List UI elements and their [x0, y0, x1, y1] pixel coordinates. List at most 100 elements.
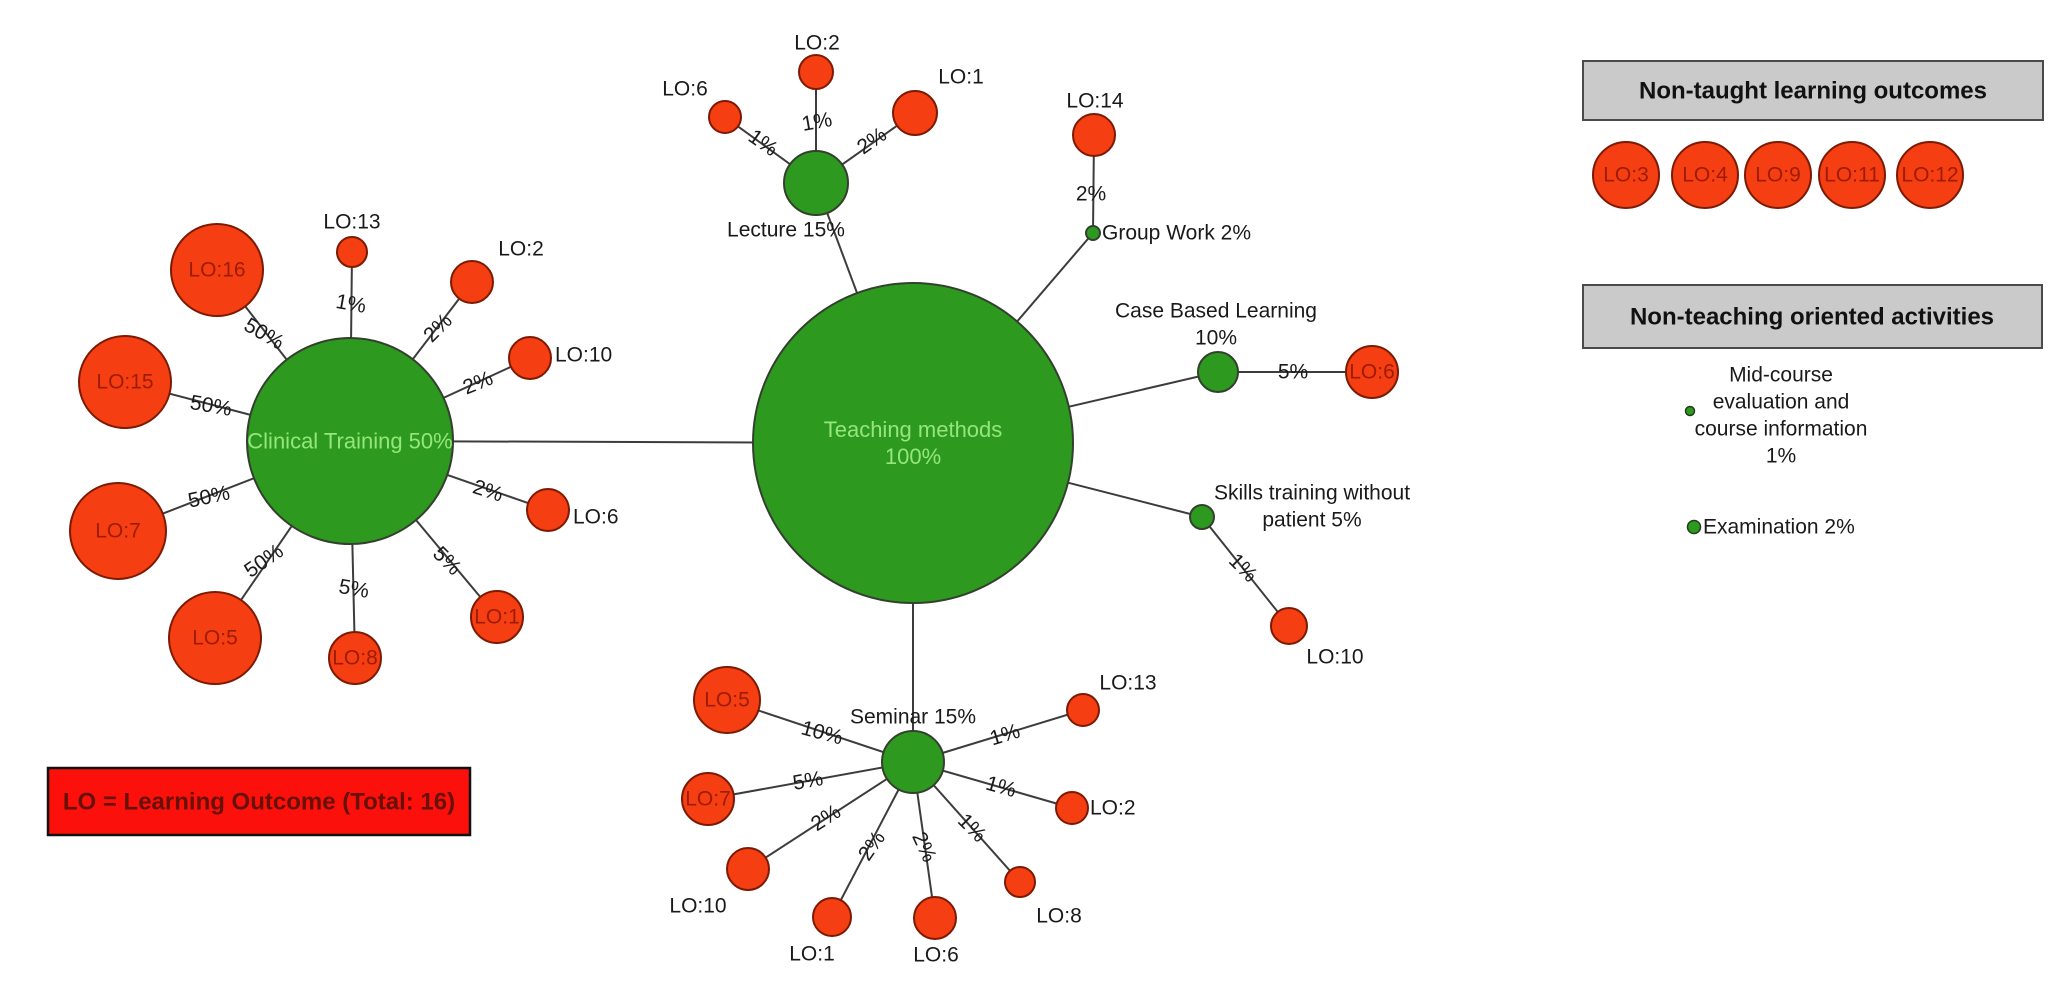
skills-training-label: Skills training without [1214, 482, 1410, 505]
legend-non-teaching-title: Non-teaching oriented activities [1630, 304, 1994, 331]
sem-lo8-node [1004, 866, 1036, 898]
non-taught-lo4-label: LO:4 [1682, 164, 1728, 187]
note-box-rect [46, 766, 472, 837]
examination-label: Examination 2% [1703, 516, 1855, 539]
lecture-label: Lecture 15% [727, 219, 845, 242]
sem-lo6-node [913, 896, 957, 940]
ct-lo7-node [69, 482, 167, 580]
ct-lo8-inside-label: LO:8 [332, 647, 378, 670]
ct-lo2-label: LO:2 [498, 238, 544, 261]
midcourse-label-line1: Mid-course [1729, 364, 1833, 387]
edge-label-clinical-training-to-ct-lo16: 50% [240, 314, 288, 355]
edge-label-seminar-to-sem-lo7: 5% [791, 767, 825, 795]
edge-label-group-work-to-gw-lo14: 2% [1076, 183, 1106, 206]
midcourse-label-line4: 1% [1766, 445, 1796, 468]
skl-lo10-label: LO:10 [1306, 646, 1363, 669]
edge-skills-training-to-skl-lo10 [1201, 516, 1290, 627]
ct-lo16-inside-label: LO:16 [188, 259, 245, 282]
clinical-training-node [246, 337, 454, 545]
non-taught-lo12-label: LO:12 [1901, 164, 1958, 187]
edge-label-seminar-to-sem-lo2: 1% [983, 772, 1019, 802]
teaching-methods-node [752, 282, 1074, 604]
edge-label-seminar-to-sem-lo5: 10% [799, 716, 846, 749]
diagram-nodes [69, 54, 1399, 940]
midcourse-dot-icon [1684, 405, 1696, 417]
lec-lo6-label: LO:6 [662, 78, 708, 101]
edge-label-lecture-to-lec-lo6: 1% [744, 125, 782, 161]
gw-lo14-label: LO:14 [1066, 90, 1124, 113]
ct-lo1-node [470, 590, 524, 644]
clinical-training-inside-label: Clinical Training 50% [247, 429, 452, 454]
lec-lo2-label: LO:2 [794, 32, 840, 55]
sem-lo1-label: LO:1 [789, 943, 835, 966]
lec-lo2-node [798, 54, 834, 90]
edge-label-clinical-training-to-ct-lo10: 2% [460, 367, 497, 400]
case-based-learning-label: Case Based Learning [1115, 300, 1317, 323]
lec-lo1-node [892, 90, 938, 136]
edge-label-clinical-training-to-ct-lo7: 50% [186, 481, 232, 512]
midcourse-label-line2: evaluation and [1713, 391, 1850, 414]
lec-lo1-label: LO:1 [938, 66, 984, 89]
case-based-learning-label: 10% [1195, 327, 1237, 350]
examination-dot-icon [1686, 519, 1702, 535]
legend-non-taught: Non-taught learning outcomes LO:3 LO:4 L… [1582, 60, 2044, 209]
edge-label-seminar-to-sem-lo10: 2% [807, 800, 845, 836]
ct-lo13-label: LO:13 [323, 211, 380, 234]
ct-lo13-node [336, 236, 368, 268]
note-box: LO = Learning Outcome (Total: 16) [46, 766, 472, 837]
edge-label-clinical-training-to-ct-lo6: 2% [470, 475, 506, 506]
skills-training-label: patient 5% [1262, 509, 1361, 532]
non-taught-lo3-node [1592, 141, 1660, 209]
legend-non-teaching-header-box [1582, 284, 2043, 349]
ct-lo15-inside-label: LO:15 [96, 371, 153, 394]
ct-lo5-inside-label: LO:5 [192, 627, 238, 650]
non-taught-lo12-node [1896, 141, 1964, 209]
edge-label-skills-training-to-skl-lo10: 1% [1224, 549, 1262, 587]
legend-non-teaching: Non-teaching oriented activities Mid-cou… [1582, 284, 2043, 539]
edge-label-clinical-training-to-ct-lo5: 50% [240, 540, 288, 583]
ct-lo10-node [508, 336, 552, 380]
sem-lo10-label: LO:10 [669, 895, 726, 918]
ct-lo6-node [526, 488, 570, 532]
group-work-node [1085, 225, 1101, 241]
sem-lo6-label: LO:6 [913, 944, 959, 967]
edge-seminar-to-sem-lo7 [707, 761, 914, 800]
ct-lo7-inside-label: LO:7 [95, 520, 141, 543]
legend-non-taught-header-box [1582, 60, 2044, 121]
legend-non-taught-title: Non-taught learning outcomes [1639, 78, 1987, 105]
ct-lo8-node [328, 631, 382, 685]
sem-lo7-inside-label: LO:7 [685, 788, 731, 811]
case-based-learning-node [1197, 351, 1239, 393]
seminar-node [881, 730, 945, 794]
non-taught-lo9-label: LO:9 [1755, 164, 1801, 187]
edge-label-case-based-learning-to-cbl-lo6: 5% [1278, 361, 1308, 384]
ct-lo16-node [170, 223, 264, 317]
lecture-node [783, 150, 849, 216]
cbl-lo6-inside-label: LO:6 [1349, 361, 1395, 384]
sem-lo13-label: LO:13 [1099, 672, 1156, 695]
edge-seminar-to-sem-lo10 [747, 761, 914, 870]
sem-lo8-label: LO:8 [1036, 905, 1082, 928]
non-taught-lo9-node [1744, 141, 1812, 209]
seminar-label: Seminar 15% [850, 706, 976, 729]
ct-lo1-inside-label: LO:1 [474, 606, 520, 629]
edge-label-seminar-to-sem-lo1: 2% [854, 827, 890, 865]
sem-lo2-label: LO:2 [1090, 797, 1136, 820]
ct-lo15-node [78, 335, 172, 429]
group-work-label: Group Work 2% [1102, 222, 1251, 245]
skills-training-node [1189, 504, 1215, 530]
note-box-text: LO = Learning Outcome (Total: 16) [63, 789, 455, 816]
edge-label-clinical-training-to-ct-lo15: 50% [188, 391, 233, 421]
edge-label-lecture-to-lec-lo2: 1% [800, 108, 834, 136]
teaching-methods-inside-label: Teaching methods [824, 417, 1003, 442]
non-taught-lo4-node [1671, 141, 1739, 209]
edge-label-seminar-to-sem-lo13: 1% [987, 720, 1023, 751]
edge-label-seminar-to-sem-lo6: 2% [907, 828, 941, 865]
ct-lo6-label: LO:6 [573, 506, 619, 529]
skl-lo10-node [1270, 607, 1308, 645]
non-taught-lo11-node [1818, 141, 1886, 209]
midcourse-label-line3: course information [1695, 418, 1868, 441]
edge-label-clinical-training-to-ct-lo2: 2% [419, 309, 457, 347]
